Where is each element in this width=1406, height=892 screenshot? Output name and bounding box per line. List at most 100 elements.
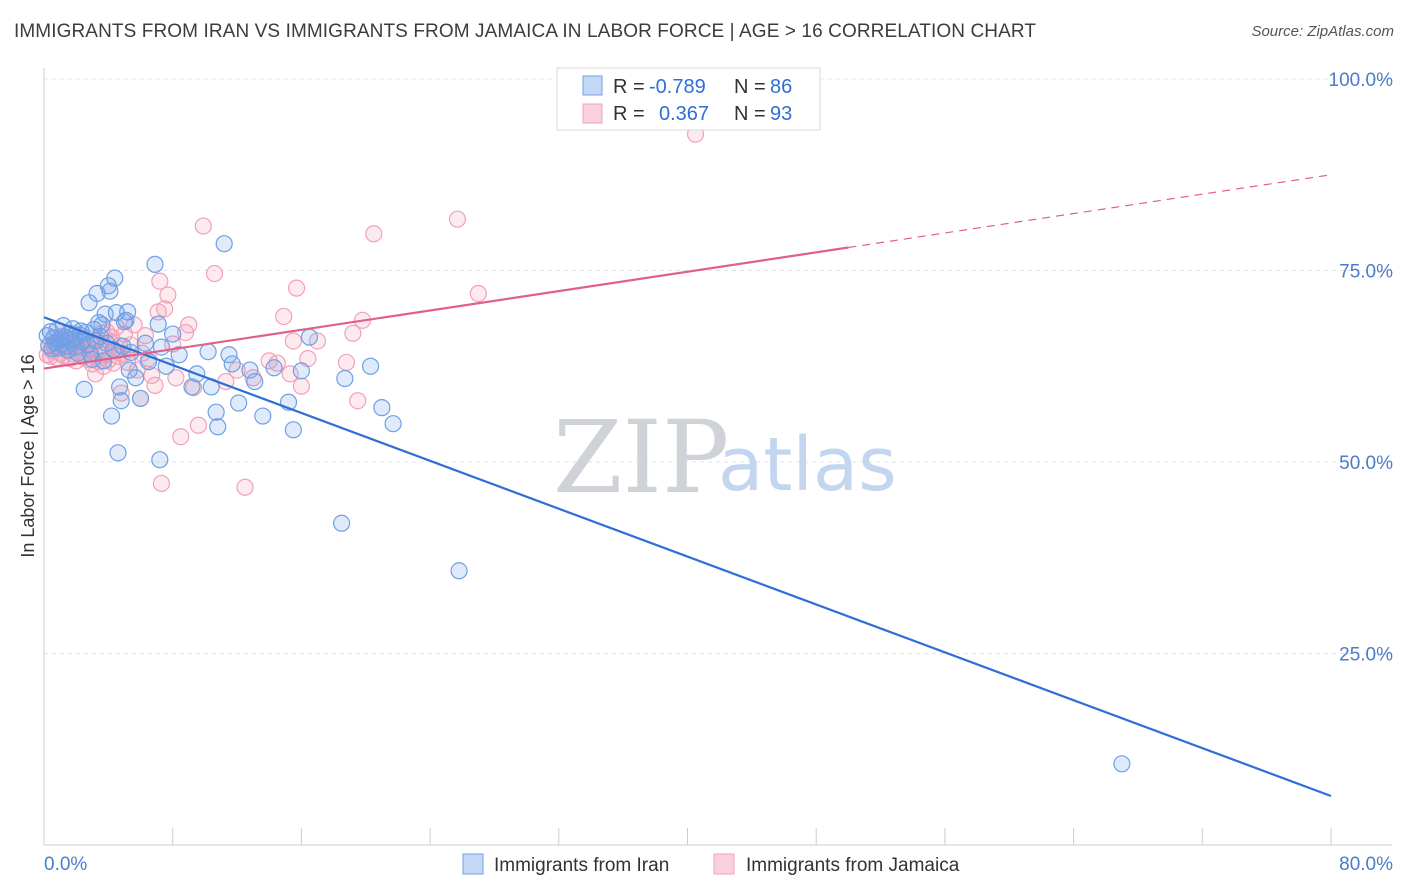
stats-legend: R = -0.789 N = 86 R = 0.367 N = 93	[556, 67, 821, 131]
iran-point-70	[215, 235, 233, 253]
series-swatch-jamaica	[713, 853, 735, 875]
iran-point-75	[246, 372, 264, 391]
chart-title: IMMIGRANTS FROM IRAN VS IMMIGRANTS FROM …	[14, 21, 1037, 42]
legend-swatch-jamaica	[582, 103, 603, 124]
iran-point-53	[127, 369, 145, 387]
iran-point-50	[119, 303, 137, 321]
jamaica-point-69	[185, 379, 203, 397]
iran-point-82	[333, 514, 351, 532]
jamaica-point-65	[167, 369, 185, 387]
jamaica-point-92	[469, 284, 487, 303]
jamaica-point-80	[281, 365, 299, 383]
x-tick-labels: 0.0% 80.0%	[44, 854, 1393, 875]
iran-point-59	[151, 451, 169, 469]
trend-lines	[43, 174, 1332, 798]
iran-point-44	[109, 444, 127, 462]
iran-point-81	[300, 328, 319, 346]
iran-point-86	[384, 415, 402, 433]
jamaica-trend-extension	[848, 174, 1332, 249]
iran-point-85	[373, 399, 391, 417]
iran-point-79	[284, 421, 302, 439]
legend-r-value-jamaica: 0.367	[659, 103, 709, 125]
iran-point-87	[450, 562, 468, 580]
jamaica-point-60	[151, 272, 169, 290]
jamaica-point-82	[287, 279, 306, 297]
iran-point-69	[209, 418, 227, 436]
jamaica-point-86	[337, 353, 356, 372]
watermark-atlas: atlas	[718, 422, 897, 508]
iran-point-83	[336, 369, 354, 388]
legend-swatch-iran	[582, 75, 603, 96]
x-tick-label-1: 80.0%	[1339, 854, 1393, 875]
iran-point-80	[292, 362, 310, 380]
iran-point-22	[74, 333, 92, 351]
iran-trend-line	[43, 316, 1332, 798]
jamaica-point-63	[159, 286, 177, 304]
x-tick-label-0: 0.0%	[44, 854, 87, 875]
watermark-zip: ZIP	[553, 399, 729, 516]
jamaica-point-88	[349, 392, 367, 410]
jamaica-point-68	[180, 316, 198, 334]
iran-point-64	[183, 378, 201, 396]
series-legend: Immigrants from Iran Immigrants from Jam…	[462, 853, 960, 876]
series-label-iran: Immigrants from Iran	[494, 855, 669, 876]
iran-point-76	[254, 407, 272, 425]
y-tick-label-0: 25.0%	[1339, 645, 1393, 666]
jamaica-point-66	[172, 428, 190, 446]
gridlines	[44, 78, 1392, 654]
jamaica-point-78	[268, 354, 286, 372]
source-label: Source: ZipAtlas.com	[1251, 23, 1394, 40]
y-tick-label-2: 75.0%	[1339, 262, 1393, 283]
jamaica-point-72	[205, 264, 224, 283]
jamaica-point-90	[365, 225, 383, 243]
y-axis-label: In Labor Force | Age > 16	[18, 354, 38, 557]
jamaica-point-81	[284, 332, 302, 350]
jamaica-point-70	[189, 416, 208, 434]
axes	[43, 68, 1392, 846]
iran-point-45	[111, 378, 129, 396]
iran-point-46	[112, 392, 130, 410]
iran-point-62	[164, 325, 182, 343]
iran-point-23	[75, 380, 93, 398]
jamaica-point-71	[194, 217, 212, 235]
jamaica-point-61	[152, 474, 171, 493]
legend-r-label-iran: R =	[613, 76, 645, 98]
iran-point-88	[1113, 755, 1131, 773]
jamaica-point-91	[448, 210, 467, 228]
iran-point-42	[106, 269, 124, 287]
iran-point-68	[207, 403, 225, 421]
iran-point-58	[149, 315, 167, 333]
jamaica-point-58	[146, 376, 164, 394]
series-swatch-iran	[462, 853, 484, 875]
iran-point-71	[220, 346, 238, 364]
iran-point-73	[230, 394, 248, 412]
iran-point-66	[199, 343, 217, 361]
jamaica-point-85	[308, 332, 327, 350]
jamaica-trend-line	[43, 246, 849, 370]
legend-n-value-jamaica: 93	[770, 103, 792, 125]
watermark: ZIP atlas	[553, 399, 897, 516]
jamaica-point-75	[236, 478, 254, 496]
iran-point-57	[146, 255, 164, 273]
y-tick-label-1: 50.0%	[1339, 453, 1393, 474]
iran-point-54	[131, 389, 150, 408]
series-label-jamaica: Immigrants from Jamaica	[746, 855, 960, 876]
legend-r-label-jamaica: R =	[613, 103, 645, 125]
iran-point-63	[170, 346, 188, 364]
legend-n-value-iran: 86	[770, 76, 792, 98]
y-tick-label-3: 100.0%	[1329, 70, 1394, 91]
iran-point-34	[93, 316, 111, 334]
iran-point-40	[102, 407, 121, 425]
iran-point-39	[101, 282, 119, 300]
iran-point-84	[361, 357, 380, 375]
legend-r-value-iran: -0.789	[649, 76, 706, 98]
jamaica-point-79	[275, 307, 293, 326]
legend-n-label-iran: N =	[734, 76, 766, 98]
iran-point-55	[136, 334, 154, 352]
jamaica-point-87	[344, 324, 362, 342]
iran-point-72	[223, 355, 241, 373]
y-tick-labels: 25.0% 50.0% 75.0% 100.0%	[1329, 70, 1394, 666]
legend-n-label-jamaica: N =	[734, 103, 766, 125]
jamaica-point-62	[156, 300, 174, 318]
